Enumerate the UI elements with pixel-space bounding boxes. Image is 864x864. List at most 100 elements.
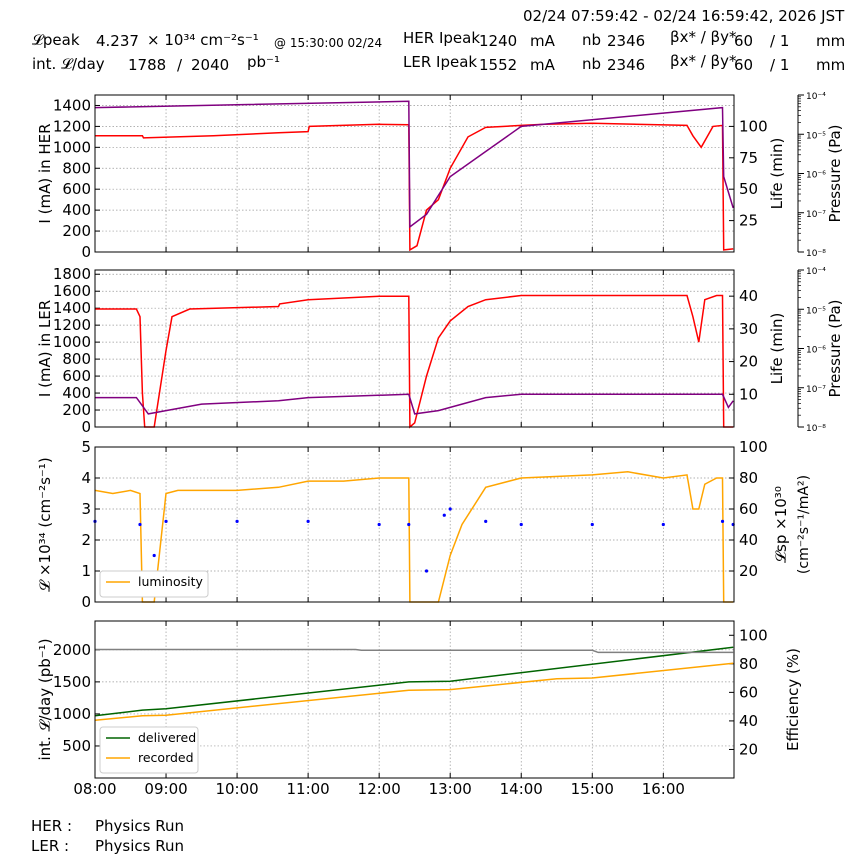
x-tick-label: 14:00 — [500, 780, 543, 798]
her-nb-label: nb — [582, 31, 602, 49]
y2-tick-label: 100 — [739, 438, 768, 456]
ler-ipeak-unit: mA — [530, 56, 555, 74]
pressure-tick-label: 10⁻⁸ — [806, 424, 826, 434]
lpeak-unit: × 10³⁴ cm⁻²s⁻¹ — [147, 31, 259, 49]
y2-tick-label: 80 — [739, 655, 758, 673]
specific-lum-point — [448, 507, 452, 511]
pressure-tick-label: 10⁻⁶ — [806, 346, 826, 356]
x-tick-label: 11:00 — [287, 780, 330, 798]
pressure-tick-label: 10⁻⁴ — [806, 267, 826, 277]
y-tick-label: 0 — [81, 243, 91, 261]
plot-frame — [94, 620, 735, 779]
her-beta-unit: mm — [816, 32, 846, 50]
y2-tick-label: 60 — [739, 683, 758, 701]
x-tick-label: 16:00 — [642, 780, 685, 798]
y-tick-label: 3 — [81, 500, 91, 518]
y-axis-label: int. 𝓛/day (pb⁻¹) — [36, 638, 54, 760]
y-axis-label: 𝓛 ×10³⁴ (cm⁻²s⁻¹) — [36, 457, 54, 591]
y2-tick-label: 75 — [739, 149, 758, 167]
pressure-tick-label: 10⁻⁸ — [806, 249, 826, 259]
legend-box — [99, 570, 209, 598]
y-axis-label: I (mA) in HER — [36, 123, 54, 223]
plot-frame — [94, 269, 735, 428]
y-tick-label: 1000 — [53, 705, 91, 723]
y-tick-label: 800 — [62, 159, 91, 177]
y-tick-label: 5 — [81, 438, 91, 456]
y-tick-label: 1000 — [53, 333, 91, 351]
specific-lum-point — [235, 519, 239, 524]
y2-tick-label: 80 — [739, 469, 758, 487]
y2-tick-label: 20 — [739, 353, 758, 371]
y2-tick-label: 40 — [739, 712, 758, 730]
y2-axis-label: 𝓛sp ×10³⁰ — [772, 486, 790, 563]
specific-lum-point — [484, 519, 488, 524]
her-ipeak-value: 1240 — [479, 32, 518, 50]
intl-delivered: 1788 — [128, 56, 167, 74]
specific-lum-point — [164, 519, 168, 524]
y2-tick-label: 40 — [739, 287, 758, 305]
y-tick-label: 0 — [81, 418, 91, 436]
y-tick-label: 800 — [62, 350, 91, 368]
current-line — [95, 122, 734, 252]
pressure-tick-label: 10⁻⁴ — [806, 92, 826, 102]
y2-axis-label-unit: (cm⁻²s⁻¹/mA²) — [796, 475, 812, 574]
her-beta-y: / 1 — [770, 32, 790, 50]
y-tick-label: 400 — [62, 201, 91, 219]
recorded-line — [94, 662, 734, 722]
y-tick-label: 2000 — [53, 641, 91, 659]
specific-lum-point — [590, 522, 594, 527]
y2-axis-label: Efficiency (%) — [784, 648, 802, 751]
pressure-tick-label: 10⁻⁵ — [806, 306, 826, 316]
specific-lum-point — [152, 553, 156, 558]
specific-lum-point — [519, 522, 523, 527]
y2-tick-label: 25 — [739, 212, 758, 230]
y-tick-label: 4 — [81, 469, 91, 487]
y2-axis-label: Life (min) — [768, 313, 786, 385]
specific-lum-point — [407, 522, 411, 527]
specific-lum-point — [720, 519, 725, 524]
intl-label: int. 𝓛/day — [32, 55, 105, 73]
ler-ipeak-label: LER Ipeak — [403, 53, 478, 71]
ler-beta-y: / 1 — [770, 56, 790, 74]
y2-tick-label: 20 — [739, 740, 758, 758]
delivered-line — [94, 646, 734, 717]
x-tick-label: 15:00 — [571, 780, 614, 798]
her-nb-value: 2346 — [607, 32, 646, 50]
y-tick-label: 1200 — [53, 316, 91, 334]
y2-tick-label: 40 — [739, 531, 758, 549]
y2-tick-label: 100 — [739, 117, 768, 135]
y2-tick-label: 30 — [739, 320, 758, 338]
specific-lum-point — [442, 513, 446, 517]
legend-label: delivered — [138, 730, 196, 745]
y2-tick-label: 50 — [739, 180, 758, 198]
ler-nb-label: nb — [582, 55, 602, 73]
y2-tick-label: 20 — [739, 562, 758, 580]
y2-tick-label: 60 — [739, 500, 758, 518]
pressure-tick-label: 10⁻⁷ — [806, 385, 826, 395]
time-range: 02/24 07:59:42 - 02/24 16:59:42, 2026 JS… — [523, 7, 845, 25]
ler-beta-label: βx* / βy* — [670, 52, 737, 70]
pressure-axis-label: Pressure (Pa) — [826, 124, 844, 222]
y2-tick-label: 10 — [739, 385, 758, 403]
plot-frame — [94, 94, 735, 253]
y-tick-label: 400 — [62, 384, 91, 402]
y-tick-label: 1800 — [53, 265, 91, 283]
x-tick-label: 10:00 — [215, 780, 258, 798]
life-line — [94, 100, 734, 229]
y2-axis-label: Life (min) — [768, 138, 786, 210]
ler-nb-value: 2346 — [607, 56, 646, 74]
y-tick-label: 600 — [62, 367, 91, 385]
specific-lum-point — [138, 522, 142, 527]
y-tick-label: 500 — [62, 737, 91, 755]
her-beta-x: 60 — [734, 32, 754, 50]
plot-frame — [94, 446, 735, 603]
her-ipeak-unit: mA — [530, 32, 555, 50]
footer-ler-status: Physics Run — [95, 837, 185, 855]
specific-lum-point — [306, 519, 310, 524]
y-tick-label: 1400 — [53, 299, 91, 317]
her-ipeak-label: HER Ipeak — [403, 29, 480, 47]
y-tick-label: 200 — [62, 401, 91, 419]
pressure-tick-label: 10⁻⁷ — [806, 210, 826, 220]
intl-unit: pb⁻¹ — [247, 53, 280, 71]
